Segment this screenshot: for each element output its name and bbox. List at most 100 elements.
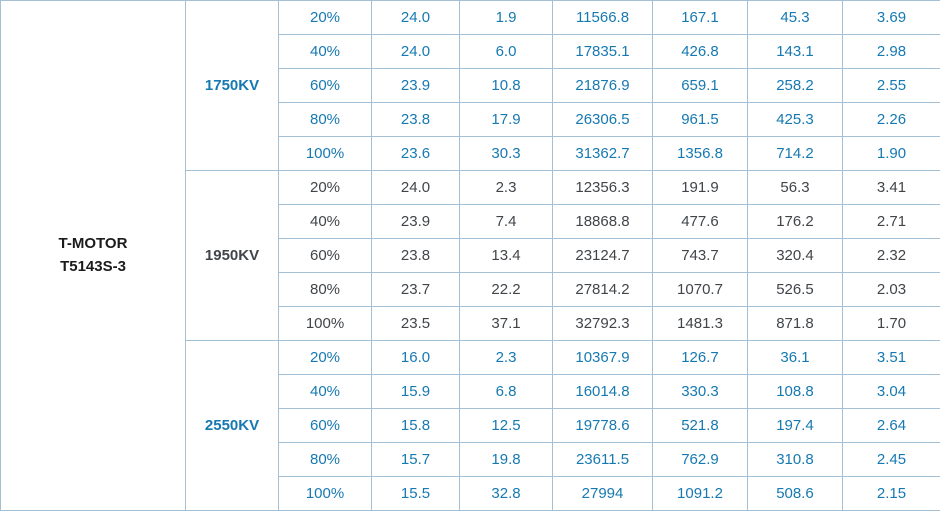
- throttle-cell: 80%: [279, 103, 372, 137]
- value-cell: 425.3: [748, 103, 843, 137]
- value-cell: 37.1: [460, 307, 553, 341]
- value-cell: 16.0: [372, 341, 460, 375]
- value-cell: 191.9: [653, 171, 748, 205]
- value-cell: 24.0: [372, 35, 460, 69]
- value-cell: 36.1: [748, 341, 843, 375]
- value-cell: 17.9: [460, 103, 553, 137]
- throttle-cell: 100%: [279, 477, 372, 511]
- value-cell: 6.8: [460, 375, 553, 409]
- value-cell: 17835.1: [553, 35, 653, 69]
- motor-name-line1: T-MOTOR: [1, 233, 185, 256]
- value-cell: 1.90: [843, 137, 940, 171]
- value-cell: 19778.6: [553, 409, 653, 443]
- motor-name-line2: T5143S-3: [1, 256, 185, 279]
- kv-label-cell: 2550KV: [186, 341, 279, 511]
- throttle-cell: 100%: [279, 137, 372, 171]
- value-cell: 15.8: [372, 409, 460, 443]
- value-cell: 32792.3: [553, 307, 653, 341]
- value-cell: 961.5: [653, 103, 748, 137]
- throttle-cell: 80%: [279, 443, 372, 477]
- value-cell: 31362.7: [553, 137, 653, 171]
- value-cell: 2.55: [843, 69, 940, 103]
- value-cell: 108.8: [748, 375, 843, 409]
- value-cell: 2.15: [843, 477, 940, 511]
- value-cell: 45.3: [748, 1, 843, 35]
- value-cell: 24.0: [372, 171, 460, 205]
- value-cell: 1070.7: [653, 273, 748, 307]
- value-cell: 13.4: [460, 239, 553, 273]
- value-cell: 659.1: [653, 69, 748, 103]
- value-cell: 126.7: [653, 341, 748, 375]
- value-cell: 2.32: [843, 239, 940, 273]
- value-cell: 2.71: [843, 205, 940, 239]
- value-cell: 143.1: [748, 35, 843, 69]
- value-cell: 526.5: [748, 273, 843, 307]
- value-cell: 7.4: [460, 205, 553, 239]
- value-cell: 23.8: [372, 103, 460, 137]
- value-cell: 197.4: [748, 409, 843, 443]
- value-cell: 2.64: [843, 409, 940, 443]
- value-cell: 10.8: [460, 69, 553, 103]
- throttle-cell: 40%: [279, 35, 372, 69]
- value-cell: 10367.9: [553, 341, 653, 375]
- value-cell: 176.2: [748, 205, 843, 239]
- value-cell: 3.41: [843, 171, 940, 205]
- value-cell: 167.1: [653, 1, 748, 35]
- value-cell: 6.0: [460, 35, 553, 69]
- value-cell: 2.3: [460, 341, 553, 375]
- value-cell: 24.0: [372, 1, 460, 35]
- value-cell: 3.04: [843, 375, 940, 409]
- value-cell: 30.3: [460, 137, 553, 171]
- value-cell: 23124.7: [553, 239, 653, 273]
- value-cell: 16014.8: [553, 375, 653, 409]
- value-cell: 27814.2: [553, 273, 653, 307]
- value-cell: 12356.3: [553, 171, 653, 205]
- throttle-cell: 60%: [279, 239, 372, 273]
- value-cell: 2.03: [843, 273, 940, 307]
- value-cell: 32.8: [460, 477, 553, 511]
- value-cell: 477.6: [653, 205, 748, 239]
- value-cell: 426.8: [653, 35, 748, 69]
- value-cell: 521.8: [653, 409, 748, 443]
- value-cell: 23.5: [372, 307, 460, 341]
- value-cell: 23.8: [372, 239, 460, 273]
- throttle-cell: 100%: [279, 307, 372, 341]
- value-cell: 27994: [553, 477, 653, 511]
- value-cell: 12.5: [460, 409, 553, 443]
- value-cell: 56.3: [748, 171, 843, 205]
- throttle-cell: 20%: [279, 341, 372, 375]
- throttle-cell: 20%: [279, 171, 372, 205]
- value-cell: 23.9: [372, 69, 460, 103]
- value-cell: 3.51: [843, 341, 940, 375]
- value-cell: 3.69: [843, 1, 940, 35]
- value-cell: 23.9: [372, 205, 460, 239]
- value-cell: 310.8: [748, 443, 843, 477]
- value-cell: 23.6: [372, 137, 460, 171]
- throttle-cell: 40%: [279, 205, 372, 239]
- kv-label-cell: 1950KV: [186, 171, 279, 341]
- value-cell: 714.2: [748, 137, 843, 171]
- throttle-cell: 60%: [279, 69, 372, 103]
- value-cell: 2.98: [843, 35, 940, 69]
- value-cell: 15.5: [372, 477, 460, 511]
- value-cell: 871.8: [748, 307, 843, 341]
- value-cell: 330.3: [653, 375, 748, 409]
- value-cell: 258.2: [748, 69, 843, 103]
- value-cell: 743.7: [653, 239, 748, 273]
- value-cell: 23.7: [372, 273, 460, 307]
- value-cell: 15.9: [372, 375, 460, 409]
- value-cell: 320.4: [748, 239, 843, 273]
- value-cell: 2.45: [843, 443, 940, 477]
- value-cell: 762.9: [653, 443, 748, 477]
- value-cell: 1481.3: [653, 307, 748, 341]
- value-cell: 22.2: [460, 273, 553, 307]
- throttle-cell: 60%: [279, 409, 372, 443]
- value-cell: 19.8: [460, 443, 553, 477]
- value-cell: 1.70: [843, 307, 940, 341]
- value-cell: 23611.5: [553, 443, 653, 477]
- value-cell: 2.3: [460, 171, 553, 205]
